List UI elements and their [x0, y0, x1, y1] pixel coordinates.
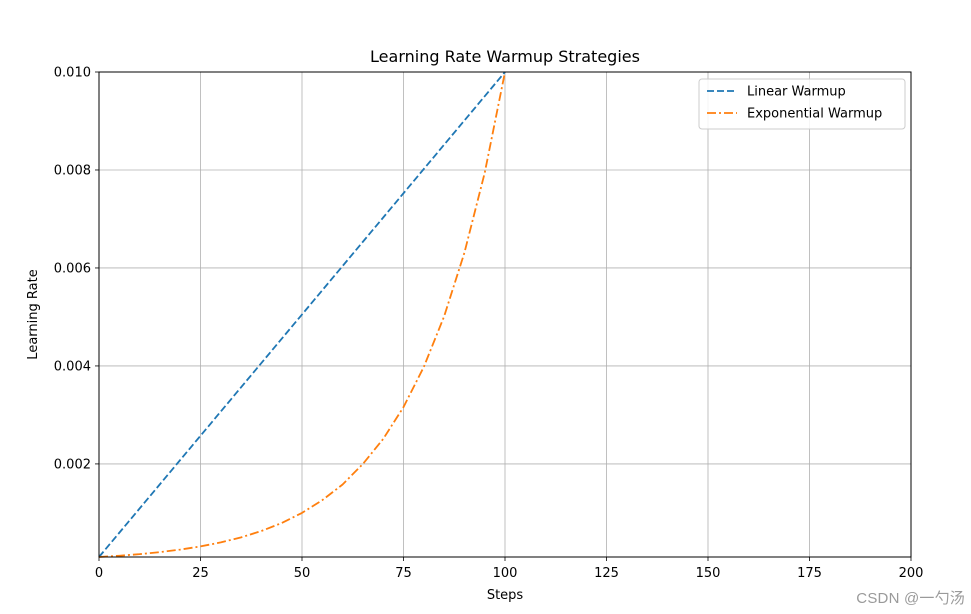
y-tick-label: 0.006: [54, 261, 91, 276]
chart-title: Learning Rate Warmup Strategies: [370, 47, 640, 66]
x-tick-label: 125: [594, 566, 619, 581]
y-tick-label: 0.010: [54, 66, 91, 81]
x-tick-label: 50: [294, 566, 311, 581]
y-axis-label: Learning Rate: [26, 269, 41, 359]
y-tick-label: 0.008: [54, 163, 91, 178]
series-layer: [98, 71, 506, 558]
legend-label: Exponential Warmup: [747, 107, 882, 122]
x-tick-label: 25: [192, 566, 209, 581]
x-tick-label: 75: [395, 566, 412, 581]
legend: Linear Warmup Exponential Warmup: [698, 78, 906, 130]
legend-label: Linear Warmup: [747, 85, 846, 100]
x-tick-label: 200: [899, 566, 924, 581]
x-tick-label: 100: [493, 566, 518, 581]
x-tick-label: 150: [696, 566, 721, 581]
x-tick-label: 175: [797, 566, 822, 581]
grid: [98, 71, 912, 557]
y-tick-label: 0.002: [54, 457, 91, 472]
y-tick-label: 0.004: [54, 359, 91, 374]
legend-box: [698, 78, 906, 130]
x-axis-label: Steps: [487, 588, 524, 603]
series-line-exponential-warmup: [98, 71, 506, 558]
series-line-linear-warmup: [98, 71, 506, 558]
tick-layer: 0 25 50 75 100 125 150 175 200 0.002 0.004 0.006 0.0…: [54, 66, 924, 582]
x-tick-label: 0: [95, 566, 103, 581]
